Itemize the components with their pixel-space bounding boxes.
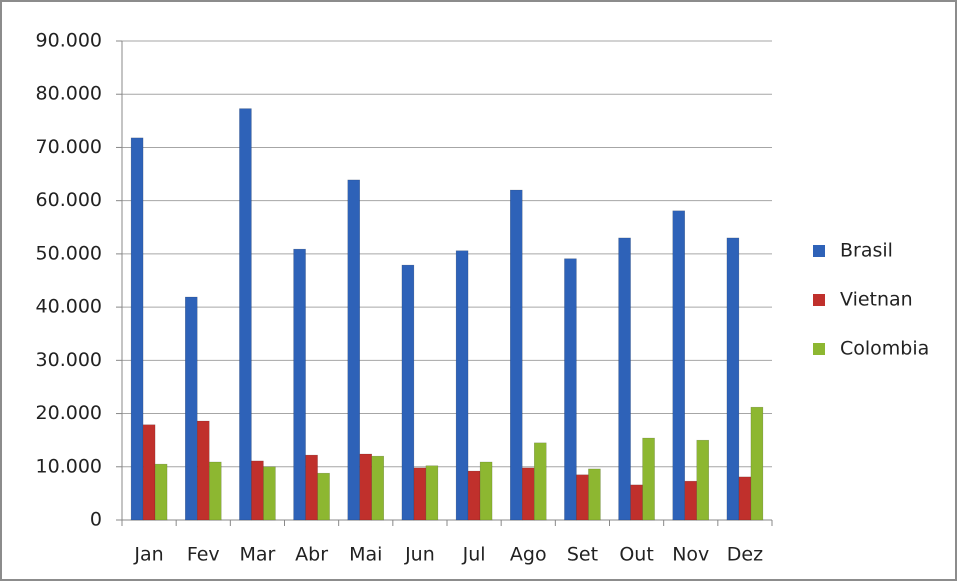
x-tick-label: Set (567, 544, 598, 566)
bar (185, 296, 198, 521)
bar (239, 108, 252, 521)
y-tick-label: 20.000 (36, 402, 102, 424)
bar (534, 442, 547, 521)
bar (750, 406, 764, 521)
y-tick-label: 10.000 (36, 455, 102, 477)
bar (696, 439, 709, 521)
legend-label: Vietnan (840, 289, 913, 311)
bar (738, 476, 752, 521)
legend-label: Brasil (840, 240, 893, 262)
bar (251, 460, 264, 521)
y-tick-label: 60.000 (36, 189, 102, 211)
bar (425, 465, 439, 521)
y-tick-label: 0 (90, 509, 102, 531)
bar (672, 210, 685, 521)
x-tick-label: Ago (510, 544, 547, 566)
bar (726, 237, 740, 521)
bar (305, 454, 318, 521)
bar (401, 264, 415, 521)
bar (564, 258, 577, 521)
bar (455, 250, 469, 521)
y-tick-label: 70.000 (36, 136, 102, 158)
x-tick-label: Dez (727, 544, 763, 566)
x-tick-label: Nov (672, 544, 709, 566)
bar (209, 461, 222, 521)
legend-label: Colombia (840, 338, 929, 360)
bar (630, 484, 643, 521)
bar (588, 468, 601, 521)
legend-swatch (813, 343, 825, 355)
x-tick-label: Mar (239, 544, 275, 566)
bar (317, 472, 330, 521)
bar (130, 137, 144, 521)
y-tick-label: 30.000 (36, 349, 102, 371)
bar (467, 470, 481, 521)
bar (142, 424, 156, 521)
x-tick-label: Jun (404, 544, 435, 566)
bar (371, 455, 384, 521)
bar (293, 248, 306, 521)
bar (642, 437, 655, 521)
bar (359, 453, 372, 521)
x-tick-label: Abr (295, 544, 328, 566)
x-tick-label: Fev (187, 544, 220, 566)
bar (510, 189, 523, 521)
bar (522, 467, 535, 521)
x-tick-label: Out (619, 544, 653, 566)
bar (618, 237, 631, 521)
legend-swatch (813, 294, 825, 306)
bar (479, 461, 493, 521)
y-tick-label: 80.000 (36, 83, 102, 105)
bar (197, 420, 210, 521)
x-tick-label: Jul (462, 544, 486, 566)
bar (154, 463, 168, 521)
y-tick-label: 50.000 (36, 242, 102, 264)
y-tick-label: 90.000 (36, 30, 102, 52)
x-tick-label: Mai (349, 544, 382, 566)
bar (576, 474, 589, 521)
bar (347, 179, 360, 521)
legend-swatch (813, 245, 825, 257)
bar (413, 467, 427, 521)
bar (263, 466, 276, 521)
bar (684, 480, 697, 521)
x-tick-label: Jan (133, 544, 163, 566)
y-tick-label: 40.000 (36, 296, 102, 318)
